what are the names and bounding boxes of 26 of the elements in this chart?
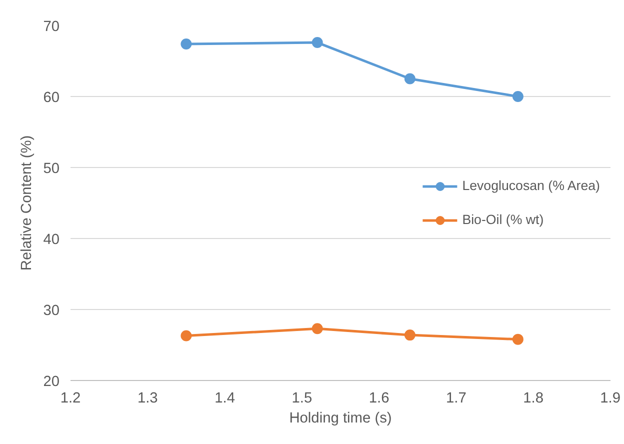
point	[404, 330, 416, 341]
y-tick-label: 50	[43, 161, 60, 177]
point	[512, 91, 524, 102]
point	[512, 334, 524, 345]
x-tick-label: 1.9	[600, 390, 620, 406]
x-tick-label: 1.6	[368, 390, 390, 406]
x-axis-title: Holding time (s)	[289, 410, 392, 426]
x-tick-label: 1.5	[292, 390, 312, 406]
y-tick-label: 60	[43, 90, 60, 106]
x-tick-label: 1.3	[137, 390, 158, 406]
point	[180, 38, 192, 50]
y-tick-label: 40	[43, 232, 60, 248]
y-axis-title: Relative Content (%)	[19, 135, 36, 271]
x-tick-label: 1.8	[523, 390, 544, 406]
legend-label: Bio-Oil (% wt)	[462, 212, 544, 227]
x-tick-label: 1.4	[214, 390, 235, 406]
legend-label: Levoglucosan (% Area)	[462, 178, 600, 193]
y-tick-label: 20	[43, 374, 60, 390]
y-tick-label: 30	[43, 303, 60, 319]
point	[312, 323, 323, 334]
y-tick-label: 70	[43, 19, 60, 35]
point	[312, 37, 323, 48]
point	[180, 330, 192, 342]
point	[404, 73, 416, 84]
x-tick-label: 1.7	[446, 390, 466, 406]
x-tick-label: 1.2	[60, 390, 81, 406]
